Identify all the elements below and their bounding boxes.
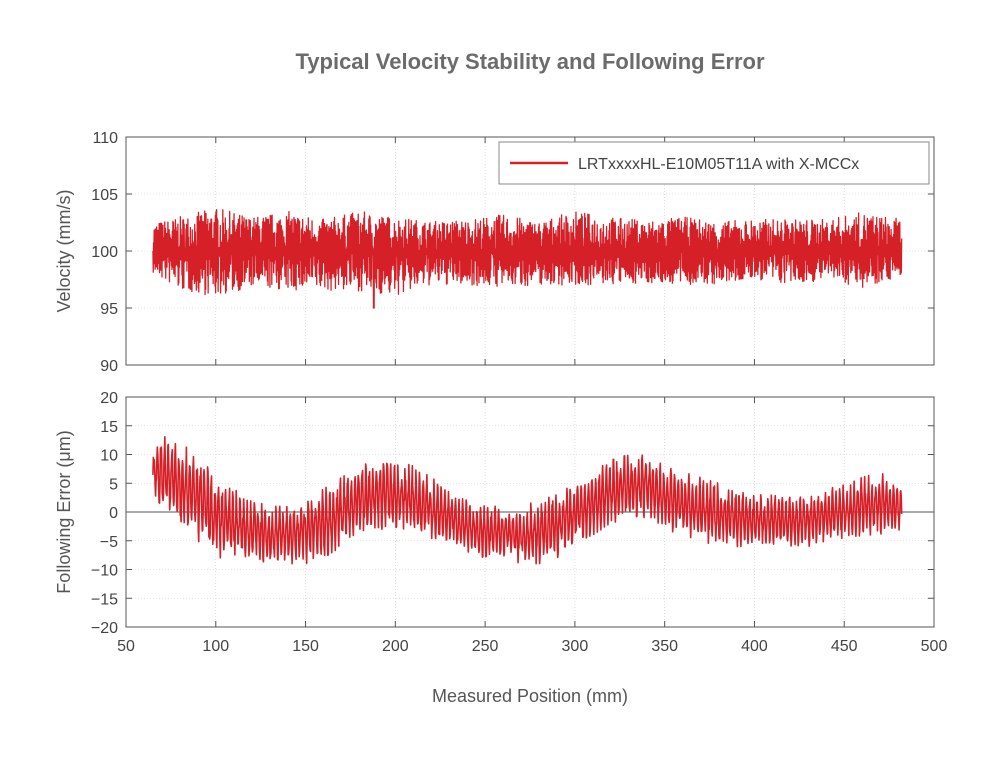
y-tick-label: −15 [91, 591, 118, 608]
x-tick-label: 200 [382, 638, 409, 655]
x-ticks: 50 100 150 200 250 300 350 400 450 500 [117, 638, 947, 655]
y-tick-label: 5 [109, 476, 118, 493]
y-tick-label: −10 [91, 563, 118, 580]
series-line [152, 436, 903, 565]
x-tick-label: 400 [741, 638, 768, 655]
y-tick-label: 10 [100, 448, 118, 465]
y-tick-label: 20 [100, 390, 118, 407]
velocity-panel: 90 95 100 105 110 Velocity (mm/s) [54, 130, 935, 375]
legend-box [498, 141, 930, 185]
following-error-y-axis-label: Following Error (μm) [54, 430, 74, 593]
legend-entry: LRTxxxxHL-E10M05T11A with X-MCCx [578, 156, 859, 173]
chart-title: Typical Velocity Stability and Following… [295, 49, 764, 74]
y-tick-label: 105 [91, 187, 118, 204]
x-tick-label: 150 [292, 638, 319, 655]
x-tick-label: 450 [831, 638, 858, 655]
x-tick-label: 350 [651, 638, 678, 655]
y-tick-label: 0 [109, 505, 118, 522]
y-tick-label: 110 [92, 130, 118, 147]
velocity-y-ticks: 90 95 100 105 110 [91, 130, 935, 375]
x-tick-label: 50 [117, 638, 135, 655]
x-tick-label: 500 [921, 638, 948, 655]
x-tick-label: 300 [562, 638, 589, 655]
y-tick-label: 100 [91, 244, 118, 261]
following-error-panel: −20 −15 −10 −5 0 5 10 15 20 Following Error (μm) [54, 390, 935, 637]
series-line [152, 209, 903, 309]
following-error-series-line [152, 436, 903, 565]
x-tick-label: 250 [472, 638, 499, 655]
following-error-y-ticks: −20 −15 −10 −5 0 5 10 15 20 [91, 390, 935, 637]
legend: LRTxxxxHL-E10M05T11A with X-MCCx [498, 141, 930, 185]
y-tick-label: −5 [100, 534, 118, 551]
y-tick-label: 15 [100, 419, 118, 436]
y-tick-label: −20 [91, 620, 118, 637]
y-tick-label: 90 [100, 358, 118, 375]
x-tick-label: 100 [202, 638, 229, 655]
x-axis-label: Measured Position (mm) [432, 686, 628, 706]
y-tick-label: 95 [100, 301, 118, 318]
velocity-series-line [152, 209, 903, 309]
velocity-y-axis-label: Velocity (mm/s) [54, 189, 74, 312]
